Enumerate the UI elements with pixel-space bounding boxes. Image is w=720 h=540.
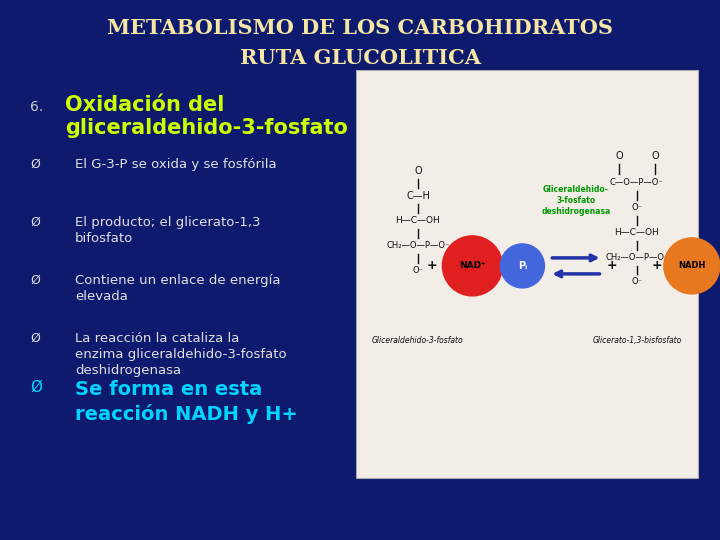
Text: Gliceraldehido-
3-fosfato
deshidrogenasa: Gliceraldehido- 3-fosfato deshidrogenasa — [541, 185, 611, 217]
Text: La reacción la cataliza la
enzima gliceraldehido-3-fosfato
deshidrogenasa: La reacción la cataliza la enzima glicer… — [75, 332, 287, 377]
Circle shape — [442, 236, 503, 296]
Text: Se forma en esta
reacción NADH y H+: Se forma en esta reacción NADH y H+ — [75, 380, 298, 424]
Text: 6.: 6. — [30, 100, 43, 114]
Text: CH₂—O—P—O⁻: CH₂—O—P—O⁻ — [386, 241, 450, 251]
Text: Pᵢ: Pᵢ — [518, 261, 527, 271]
Text: O⁻: O⁻ — [413, 266, 423, 275]
Text: NADH: NADH — [678, 261, 706, 271]
Text: O⁻: O⁻ — [631, 204, 642, 212]
Text: Ø: Ø — [30, 158, 40, 171]
Text: Ø: Ø — [30, 332, 40, 345]
Text: NAD⁺: NAD⁺ — [459, 261, 486, 271]
Text: H—C—OH: H—C—OH — [614, 228, 660, 238]
Text: O: O — [414, 166, 422, 176]
Text: CH₂—O—P—O⁻: CH₂—O—P—O⁻ — [605, 253, 669, 262]
Text: Ø: Ø — [30, 216, 40, 229]
Text: Glicerato-1,3-bisfosfato: Glicerato-1,3-bisfosfato — [593, 336, 681, 346]
Text: Oxidación del: Oxidación del — [65, 95, 225, 115]
Text: C—O—P—O⁻: C—O—P—O⁻ — [610, 178, 664, 187]
Text: O: O — [615, 151, 623, 161]
Text: El G-3-P se oxida y se fosfórila: El G-3-P se oxida y se fosfórila — [75, 158, 276, 171]
Text: +: + — [652, 259, 662, 272]
Text: gliceraldehido-3-fosfato: gliceraldehido-3-fosfato — [65, 118, 348, 138]
Text: C—H: C—H — [406, 191, 430, 201]
Text: H—C—OH: H—C—OH — [395, 217, 441, 225]
Text: El producto; el glicerato-1,3
bifosfato: El producto; el glicerato-1,3 bifosfato — [75, 216, 261, 245]
Text: +: + — [607, 259, 618, 272]
Text: RUTA GLUCOLITICA: RUTA GLUCOLITICA — [240, 48, 480, 68]
Text: +: + — [505, 259, 516, 272]
Text: O: O — [651, 151, 659, 161]
Text: O⁻: O⁻ — [631, 278, 642, 286]
Text: Contiene un enlace de energía
elevada: Contiene un enlace de energía elevada — [75, 274, 281, 303]
Circle shape — [500, 244, 544, 288]
FancyBboxPatch shape — [356, 70, 698, 478]
Text: Ø: Ø — [30, 274, 40, 287]
Text: +: + — [427, 259, 438, 272]
Text: Ø: Ø — [30, 380, 42, 395]
Text: METABOLISMO DE LOS CARBOHIDRATOS: METABOLISMO DE LOS CARBOHIDRATOS — [107, 18, 613, 38]
Circle shape — [664, 238, 720, 294]
Text: Gliceraldehido-3-fosfato: Gliceraldehido-3-fosfato — [372, 336, 464, 346]
